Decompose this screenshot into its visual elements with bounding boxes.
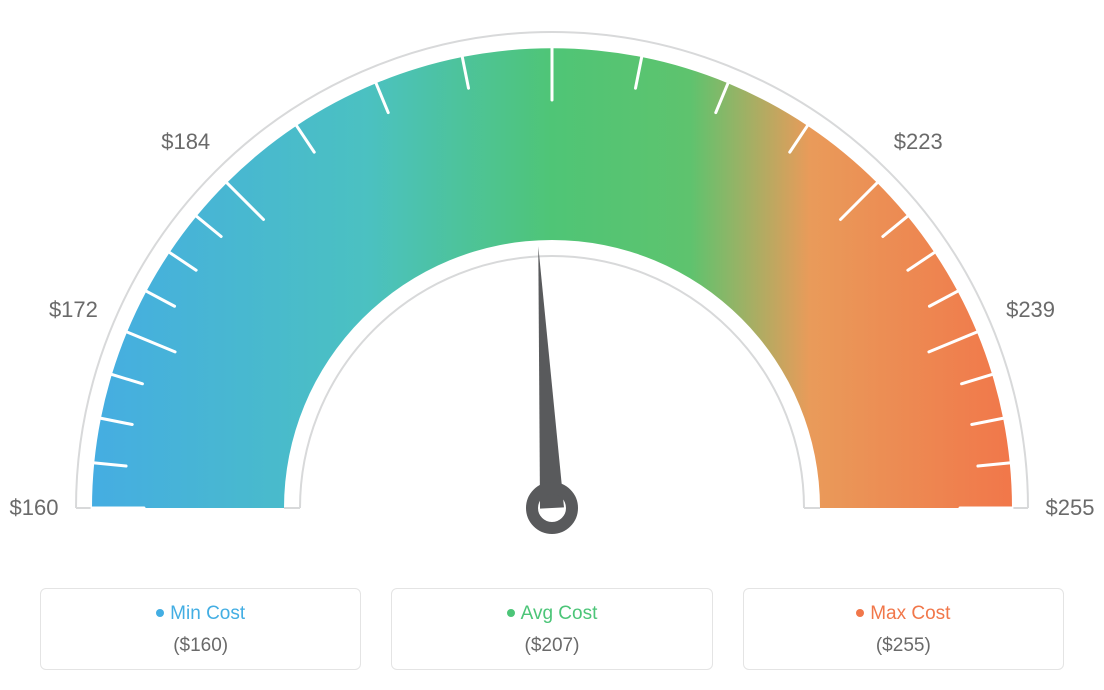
gauge-tick-label: $160 [10, 495, 59, 521]
legend-box-avg: Avg Cost ($207) [391, 588, 712, 670]
legend-dot-avg [507, 609, 515, 617]
gauge-tick-label: $223 [894, 129, 943, 155]
legend-title-min: Min Cost [41, 603, 360, 625]
legend-title-avg: Avg Cost [392, 603, 711, 625]
legend-value-max: ($255) [744, 635, 1063, 657]
legend-label-avg: Avg Cost [521, 603, 598, 624]
legend-label-min: Min Cost [170, 603, 245, 624]
legend-value-avg: ($207) [392, 635, 711, 657]
legend-dot-max [856, 609, 864, 617]
gauge-tick-label: $172 [49, 297, 98, 323]
legend-label-max: Max Cost [870, 603, 950, 624]
gauge-chart: $160 $172 $184 $207 $223 $239 $255 [0, 0, 1104, 560]
legend-dot-min [156, 609, 164, 617]
gauge-tick-label: $207 [528, 0, 577, 3]
legend-value-min: ($160) [41, 635, 360, 657]
legend-row: Min Cost ($160) Avg Cost ($207) Max Cost… [0, 588, 1104, 670]
gauge-svg [0, 0, 1104, 560]
gauge-tick-label: $184 [161, 129, 210, 155]
gauge-tick-label: $255 [1046, 495, 1095, 521]
gauge-tick-label: $239 [1006, 297, 1055, 323]
legend-box-max: Max Cost ($255) [743, 588, 1064, 670]
legend-box-min: Min Cost ($160) [40, 588, 361, 670]
legend-title-max: Max Cost [744, 603, 1063, 625]
